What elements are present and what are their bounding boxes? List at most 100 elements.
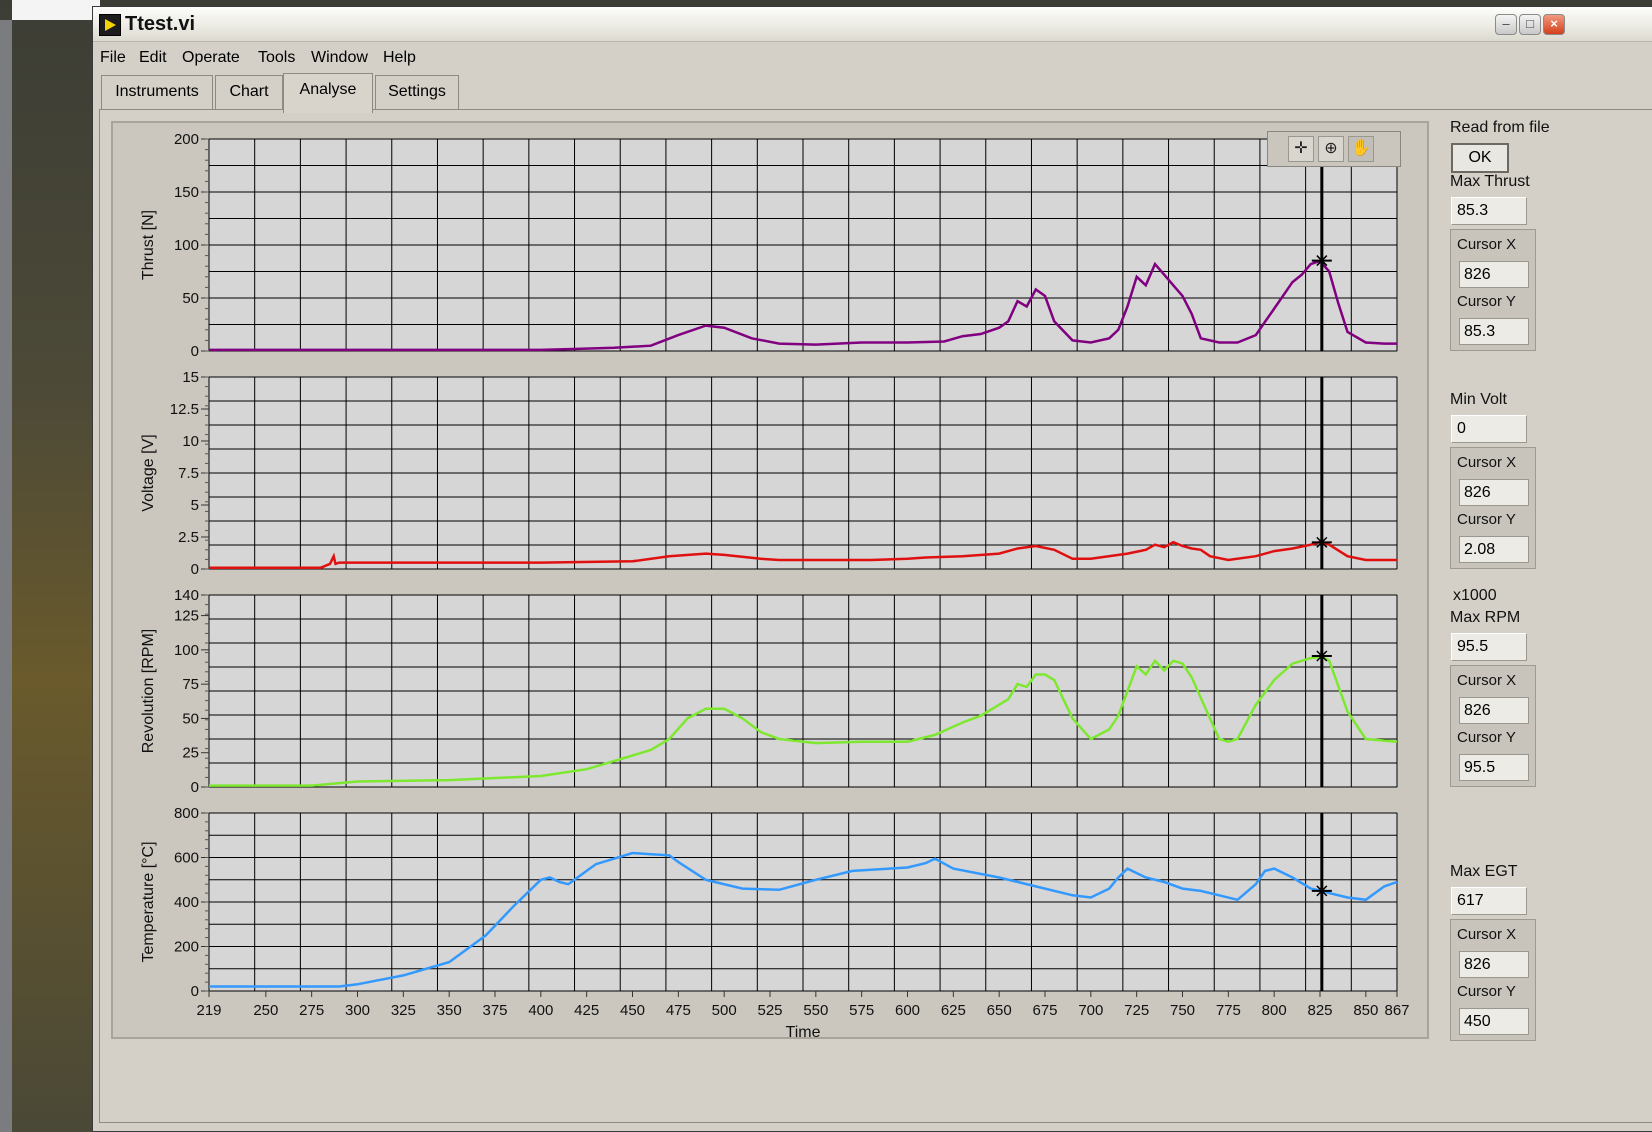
x-tick-label: 325 xyxy=(391,1002,416,1019)
thrust-cursor-x-value: 826 xyxy=(1459,261,1529,288)
x-tick-label: 725 xyxy=(1124,1002,1149,1019)
menu-tools[interactable]: Tools xyxy=(258,49,296,66)
voltage-ytick-label: 7.5 xyxy=(178,465,199,482)
x-tick-label: 575 xyxy=(849,1002,874,1019)
egt-cursor-y-label: Cursor Y xyxy=(1457,983,1516,1000)
close-button[interactable]: × xyxy=(1543,14,1565,35)
voltage-ytick-label: 5 xyxy=(191,497,199,514)
temperature-ytick-label: 800 xyxy=(174,805,199,822)
temperature-ytick-label: 400 xyxy=(174,894,199,911)
menu-operate[interactable]: Operate xyxy=(182,49,240,66)
x-tick-label: 350 xyxy=(437,1002,462,1019)
max-rpm-value: 95.5 xyxy=(1451,633,1527,661)
menu-bar: File Edit Operate Tools Window Help xyxy=(93,45,1652,71)
maximize-button[interactable]: □ xyxy=(1519,14,1541,35)
x-tick-label: 600 xyxy=(895,1002,920,1019)
x-tick-label: 475 xyxy=(666,1002,691,1019)
ok-button[interactable]: OK xyxy=(1451,143,1509,173)
x-tick-label: 625 xyxy=(941,1002,966,1019)
x-tick-label: 275 xyxy=(299,1002,324,1019)
revolution-ytick-label: 25 xyxy=(182,745,199,762)
menu-edit[interactable]: Edit xyxy=(139,49,167,66)
tab-settings[interactable]: Settings xyxy=(375,75,459,109)
desktop-background-strip xyxy=(0,20,12,1132)
voltage-ytick-label: 12.5 xyxy=(170,401,199,418)
revolution-axis-label: Revolution [RPM] xyxy=(140,629,157,754)
volt-cursor-y-value: 2.08 xyxy=(1459,536,1529,563)
labview-window: Ttest.vi – □ × File Edit Operate Tools W… xyxy=(92,6,1652,1132)
x-tick-label: 375 xyxy=(482,1002,507,1019)
x-tick-label: 425 xyxy=(574,1002,599,1019)
voltage-series-line xyxy=(209,540,1397,569)
x-tick-label: 800 xyxy=(1262,1002,1287,1019)
rpm-cursor-y-value: 95.5 xyxy=(1459,754,1529,781)
x-tick-label: 867 xyxy=(1384,1002,1409,1019)
revolution-ytick-label: 0 xyxy=(191,779,199,796)
tab-chart[interactable]: Chart xyxy=(215,75,283,109)
rpm-scale-label: x1000 xyxy=(1453,587,1497,604)
thrust-ytick-label: 200 xyxy=(174,131,199,148)
menu-help[interactable]: Help xyxy=(383,49,416,66)
revolution-ytick-label: 140 xyxy=(174,587,199,604)
graph-panel: 0 50 100 150 200 Thrust [N] 0 2.5 5 7.5 10 12.5 15 Vo… xyxy=(111,121,1429,1041)
x-tick-label: 775 xyxy=(1216,1002,1241,1019)
revolution-cursor-marker xyxy=(1316,650,1328,662)
minimize-button[interactable]: – xyxy=(1495,14,1517,35)
cursor-move-icon[interactable]: ✛ xyxy=(1288,136,1314,162)
tab-instruments[interactable]: Instruments xyxy=(101,75,213,109)
max-rpm-label: Max RPM xyxy=(1450,609,1521,626)
x-tick-label: 500 xyxy=(712,1002,737,1019)
window-title: Ttest.vi xyxy=(125,13,196,35)
pan-hand-icon[interactable]: ✋ xyxy=(1348,136,1374,162)
temperature-series-line xyxy=(209,851,1398,988)
egt-cursor-x-label: Cursor X xyxy=(1457,926,1517,943)
voltage-ytick-label: 2.5 xyxy=(178,529,199,546)
revolution-ytick-label: 100 xyxy=(174,642,199,659)
revolution-ytick-label: 50 xyxy=(182,710,199,727)
x-tick-label: 250 xyxy=(253,1002,278,1019)
min-volt-label: Min Volt xyxy=(1450,391,1507,408)
thrust-cursor-x-label: Cursor X xyxy=(1457,236,1517,253)
menu-window[interactable]: Window xyxy=(311,49,368,66)
min-volt-value: 0 xyxy=(1451,415,1527,443)
voltage-ytick-label: 15 xyxy=(182,369,199,386)
temperature-cursor-marker xyxy=(1316,885,1328,897)
x-tick-label: 650 xyxy=(987,1002,1012,1019)
x-tick-label: 400 xyxy=(528,1002,553,1019)
thrust-ytick-label: 100 xyxy=(174,237,199,254)
voltage-ytick-label: 10 xyxy=(182,433,199,450)
thrust-cursor-y-value: 85.3 xyxy=(1459,318,1529,345)
read-from-file-label: Read from file xyxy=(1450,119,1550,136)
x-tick-label: 700 xyxy=(1078,1002,1103,1019)
thrust-ytick-label: 0 xyxy=(191,343,199,360)
zoom-icon[interactable]: ⊕ xyxy=(1318,136,1344,162)
egt-cursor-y-value: 450 xyxy=(1459,1008,1529,1035)
revolution-series-line xyxy=(209,655,1398,787)
x-tick-label: 219 xyxy=(196,1002,221,1019)
thrust-series-line xyxy=(209,259,1397,352)
thrust-cursor-y-label: Cursor Y xyxy=(1457,293,1516,310)
revolution-ytick-label: 75 xyxy=(182,676,199,693)
thrust-axis-label: Thrust [N] xyxy=(140,210,157,280)
menu-file[interactable]: File xyxy=(100,49,126,66)
voltage-cursor-marker xyxy=(1316,536,1328,548)
max-thrust-value: 85.3 xyxy=(1451,197,1527,225)
x-tick-label: 525 xyxy=(757,1002,782,1019)
egt-cursor-box: Cursor X 826 Cursor Y 450 xyxy=(1450,919,1536,1041)
charts-svg[interactable]: 0 50 100 150 200 Thrust [N] 0 2.5 5 7.5 10 12.5 15 Vo… xyxy=(113,123,1427,1041)
labview-app-icon xyxy=(99,14,121,36)
x-tick-label: 750 xyxy=(1170,1002,1195,1019)
x-tick-label: 850 xyxy=(1353,1002,1378,1019)
desktop-background-corner xyxy=(12,0,100,20)
max-egt-value: 617 xyxy=(1451,887,1527,915)
title-bar[interactable]: Ttest.vi – □ × xyxy=(93,7,1652,42)
volt-cursor-box: Cursor X 826 Cursor Y 2.08 xyxy=(1450,447,1536,569)
thrust-ytick-label: 50 xyxy=(182,290,199,307)
max-thrust-label: Max Thrust xyxy=(1450,173,1530,190)
x-axis-label: Time xyxy=(786,1024,821,1037)
x-tick-label: 675 xyxy=(1032,1002,1057,1019)
tab-analyse[interactable]: Analyse xyxy=(283,73,373,113)
temperature-ytick-label: 0 xyxy=(191,983,199,1000)
graph-palette: ✛ ⊕ ✋ xyxy=(1267,131,1401,167)
rpm-cursor-x-label: Cursor X xyxy=(1457,672,1517,689)
